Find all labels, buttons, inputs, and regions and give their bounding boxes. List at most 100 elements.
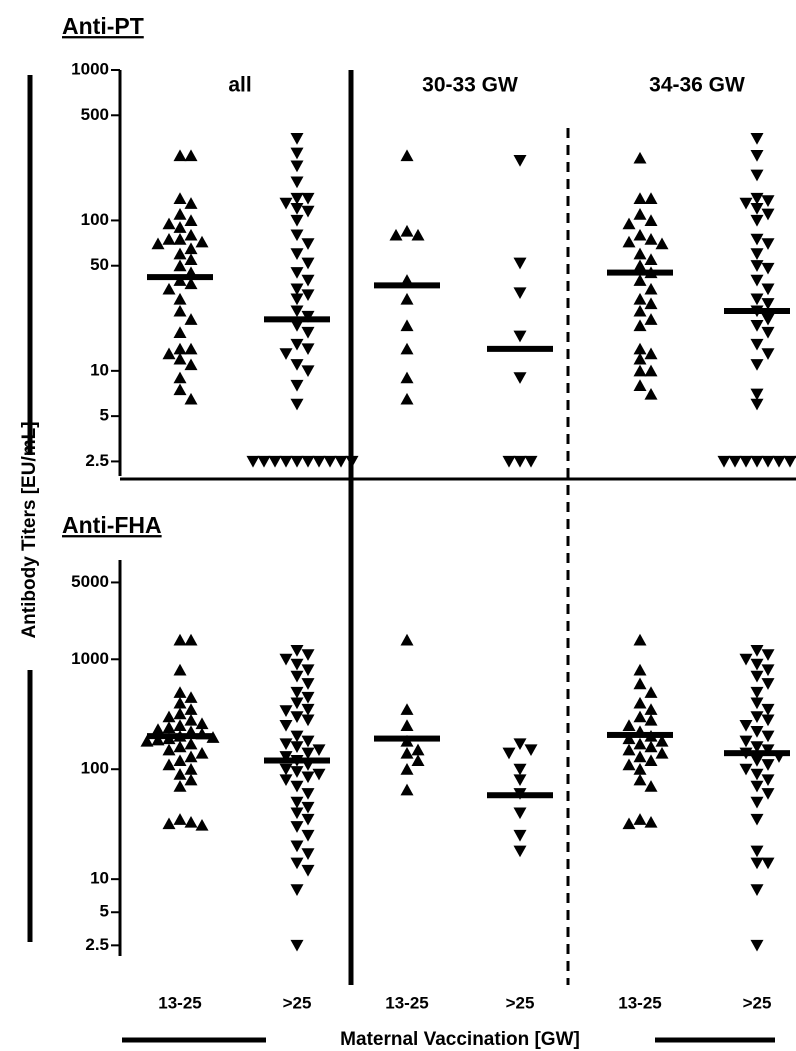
data-point xyxy=(184,313,198,325)
data-point xyxy=(750,133,764,145)
data-point xyxy=(184,691,198,703)
data-point xyxy=(151,237,165,250)
data-point xyxy=(279,455,293,468)
data-point xyxy=(290,741,304,753)
x-tick-label: >25 xyxy=(743,993,772,1012)
data-point xyxy=(513,257,527,270)
data-point xyxy=(173,813,187,825)
data-point xyxy=(633,763,647,775)
data-point xyxy=(644,192,658,204)
chart-title: Anti-PT xyxy=(62,13,144,39)
data-point xyxy=(312,768,326,781)
data-point xyxy=(173,719,187,731)
data-point xyxy=(268,455,282,468)
median-bar xyxy=(374,735,440,742)
x-tick-label: 13-25 xyxy=(618,993,661,1012)
data-point xyxy=(633,663,647,676)
data-point xyxy=(184,358,198,371)
data-point xyxy=(750,670,764,683)
data-point xyxy=(279,705,293,717)
data-point xyxy=(173,707,187,720)
data-point xyxy=(301,771,315,784)
data-point xyxy=(162,282,176,295)
data-point xyxy=(633,228,647,241)
data-point xyxy=(184,392,198,405)
data-point xyxy=(750,845,764,858)
data-point xyxy=(290,658,304,671)
data-point xyxy=(173,740,187,753)
data-point xyxy=(644,686,658,698)
y-tick-label: 2.5 xyxy=(85,935,109,954)
data-point xyxy=(513,763,527,776)
x-tick-label: >25 xyxy=(283,993,312,1012)
data-point xyxy=(622,217,636,230)
y-tick-label: 500 xyxy=(81,105,109,124)
data-point xyxy=(173,304,187,317)
data-point xyxy=(644,297,658,310)
data-point xyxy=(513,455,527,468)
data-point xyxy=(400,783,414,796)
data-point xyxy=(400,392,414,405)
data-point xyxy=(389,228,403,241)
data-point xyxy=(290,670,304,683)
data-point xyxy=(524,744,538,757)
data-point xyxy=(301,735,315,748)
data-point xyxy=(290,192,304,205)
data-point xyxy=(761,714,775,727)
data-point xyxy=(750,939,764,952)
panel-header: all xyxy=(228,74,251,97)
data-point xyxy=(184,277,198,290)
data-point xyxy=(513,807,527,820)
data-point xyxy=(290,780,304,793)
data-point xyxy=(279,719,293,732)
median-bar xyxy=(607,269,673,276)
data-point xyxy=(750,697,764,710)
data-point xyxy=(644,233,658,245)
data-point xyxy=(290,176,304,189)
data-point xyxy=(162,233,176,245)
data-point xyxy=(750,658,764,671)
data-point xyxy=(633,352,647,365)
data-point xyxy=(301,192,315,205)
data-point xyxy=(290,857,304,870)
data-point xyxy=(290,807,304,820)
data-point xyxy=(400,149,414,162)
data-point xyxy=(290,379,304,392)
data-point xyxy=(761,262,775,275)
data-point xyxy=(173,754,187,767)
data-point xyxy=(290,293,304,306)
data-point xyxy=(290,697,304,710)
data-point xyxy=(655,734,669,747)
data-point xyxy=(162,817,176,830)
data-point xyxy=(644,347,658,360)
data-point xyxy=(400,319,414,332)
median-bar xyxy=(374,282,440,289)
data-point xyxy=(750,754,764,767)
data-point xyxy=(750,686,764,699)
x-tick-label: >25 xyxy=(506,993,535,1012)
data-point xyxy=(644,815,658,828)
data-point xyxy=(633,750,647,763)
data-point xyxy=(633,192,647,204)
data-point xyxy=(655,237,669,250)
data-point xyxy=(301,703,315,716)
data-point xyxy=(173,686,187,698)
data-point xyxy=(290,821,304,833)
data-point xyxy=(290,711,304,723)
data-point xyxy=(633,696,647,709)
y-tick-label: 10 xyxy=(90,360,109,379)
data-point xyxy=(257,455,271,468)
data-point xyxy=(290,160,304,173)
data-point xyxy=(644,740,658,753)
data-point xyxy=(195,818,209,831)
y-tick-label: 50 xyxy=(90,255,109,274)
data-point xyxy=(400,633,414,646)
data-point xyxy=(184,633,198,646)
data-point xyxy=(290,202,304,215)
data-point xyxy=(772,455,786,468)
data-point xyxy=(290,283,304,296)
y-tick-label: 5 xyxy=(100,406,109,425)
data-point xyxy=(400,746,414,759)
data-point xyxy=(750,202,764,215)
data-point xyxy=(290,766,304,778)
